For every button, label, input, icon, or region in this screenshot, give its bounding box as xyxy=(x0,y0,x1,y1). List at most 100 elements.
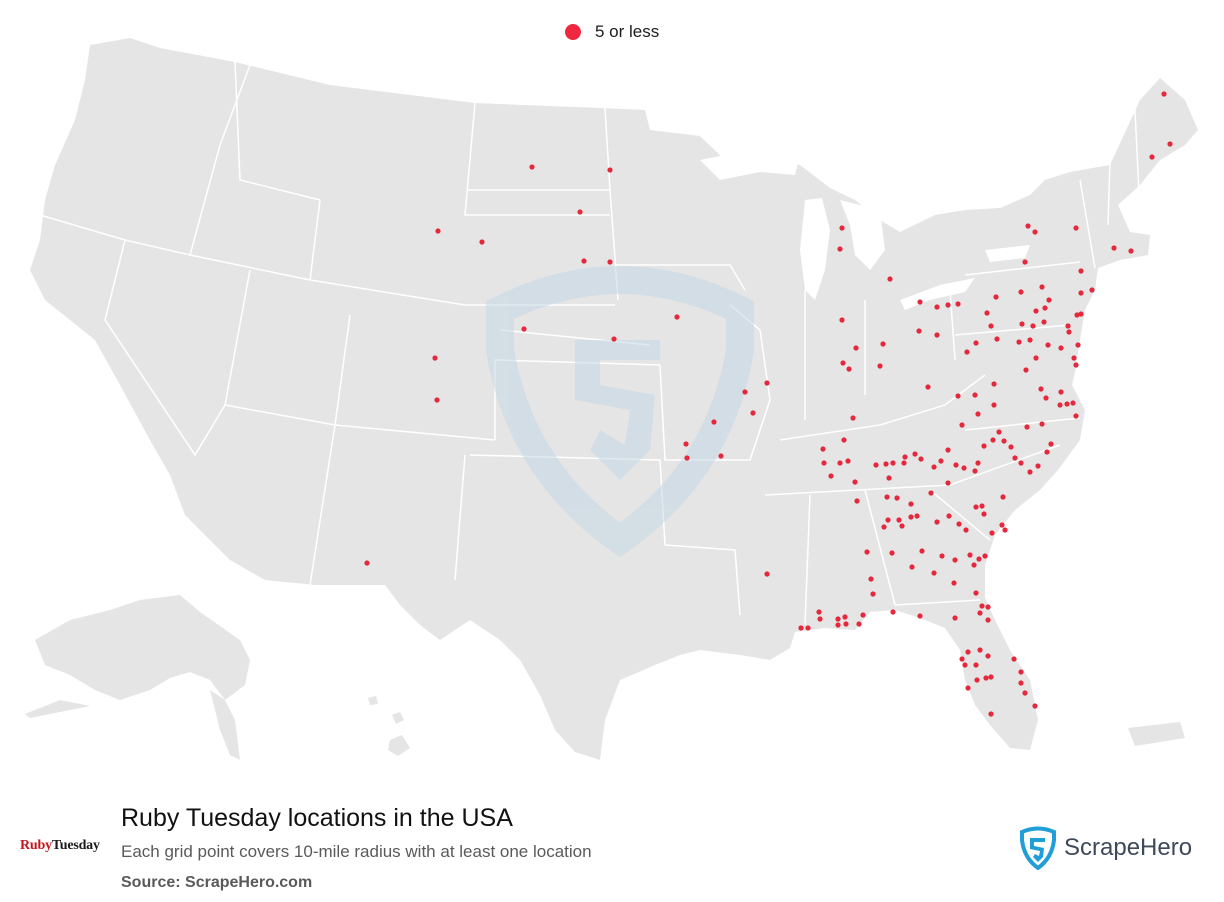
legend-label: 5 or less xyxy=(595,22,660,41)
location-point xyxy=(1045,342,1051,348)
location-point xyxy=(917,299,923,305)
location-point xyxy=(1024,424,1030,430)
location-point xyxy=(1012,455,1018,461)
location-point xyxy=(945,302,951,308)
location-point xyxy=(945,447,951,453)
location-point xyxy=(955,393,961,399)
location-point xyxy=(577,209,583,215)
border-id-mt xyxy=(234,61,321,201)
location-point xyxy=(934,304,940,310)
scrapehero-logo: ScrapeHero xyxy=(1018,826,1192,870)
ruby-tuesday-logo: RubyTuesday xyxy=(20,838,100,854)
scrapehero-logo-text: ScrapeHero xyxy=(1064,834,1193,861)
location-point xyxy=(963,527,969,533)
location-point xyxy=(928,490,934,496)
location-point xyxy=(967,552,973,558)
location-point xyxy=(1022,259,1028,265)
location-point xyxy=(845,458,851,464)
location-point xyxy=(821,460,827,466)
location-point xyxy=(607,167,613,173)
hawaii-maui xyxy=(392,712,404,724)
location-point xyxy=(1027,469,1033,475)
location-point xyxy=(842,614,848,620)
location-point xyxy=(916,328,922,334)
location-point xyxy=(925,384,931,390)
border-kentucky xyxy=(779,374,986,441)
location-point xyxy=(805,625,811,631)
location-point xyxy=(1030,323,1036,329)
location-point xyxy=(973,590,979,596)
location-point xyxy=(985,604,991,610)
puerto-rico xyxy=(1128,722,1185,746)
location-point xyxy=(974,677,980,683)
location-point xyxy=(1019,321,1025,327)
location-point xyxy=(364,560,370,566)
location-point xyxy=(853,345,859,351)
location-point xyxy=(1161,91,1167,97)
location-point xyxy=(854,498,860,504)
location-point xyxy=(1073,225,1079,231)
scrapehero-watermark xyxy=(486,266,754,558)
location-point xyxy=(972,392,978,398)
location-point xyxy=(1078,311,1084,317)
location-point xyxy=(764,571,770,577)
location-point xyxy=(1066,329,1072,335)
location-point xyxy=(946,513,952,519)
lake-ontario xyxy=(985,245,1030,262)
location-point xyxy=(828,473,834,479)
location-point xyxy=(1058,389,1064,395)
location-point xyxy=(856,621,862,627)
location-point xyxy=(1070,400,1076,406)
location-point xyxy=(890,460,896,466)
page-subtitle: Each grid point covers 10-mile radius wi… xyxy=(121,842,592,861)
location-point xyxy=(964,349,970,355)
location-point xyxy=(1073,362,1079,368)
location-point xyxy=(1039,284,1045,290)
location-point xyxy=(1043,395,1049,401)
location-point xyxy=(1033,308,1039,314)
location-point xyxy=(817,616,823,622)
location-point xyxy=(684,455,690,461)
location-point xyxy=(977,610,983,616)
location-point xyxy=(990,437,996,443)
location-point xyxy=(1032,703,1038,709)
location-point xyxy=(1044,449,1050,455)
location-point xyxy=(674,314,680,320)
border-dakotas-mn xyxy=(604,107,619,301)
location-point xyxy=(976,556,982,562)
location-point xyxy=(841,437,847,443)
location-point xyxy=(971,562,977,568)
location-point xyxy=(1033,355,1039,361)
location-point xyxy=(1064,401,1070,407)
location-point xyxy=(890,609,896,615)
location-point xyxy=(1089,287,1095,293)
location-point xyxy=(1048,441,1054,447)
location-point xyxy=(977,647,983,653)
location-point xyxy=(988,674,994,680)
location-point xyxy=(908,514,914,520)
hawaii-oahu xyxy=(368,696,378,705)
border-ga-fl xyxy=(894,599,981,606)
location-point xyxy=(979,603,985,609)
location-point xyxy=(988,323,994,329)
location-point xyxy=(1032,229,1038,235)
location-point xyxy=(1000,494,1006,500)
location-point xyxy=(962,662,968,668)
location-point xyxy=(1011,656,1017,662)
location-point xyxy=(951,580,957,586)
location-point xyxy=(894,495,900,501)
border-mn-ia-wi xyxy=(615,264,746,291)
page-title: Ruby Tuesday locations in the USA xyxy=(121,804,513,832)
location-point xyxy=(934,332,940,338)
border-oh-pa xyxy=(949,289,956,361)
border-nv-ut xyxy=(224,269,336,426)
location-point xyxy=(1058,345,1064,351)
location-point xyxy=(991,381,997,387)
location-point xyxy=(529,164,535,170)
border-or-id xyxy=(189,64,251,256)
location-point xyxy=(521,326,527,332)
border-ga-sc xyxy=(929,489,991,541)
location-point xyxy=(973,340,979,346)
location-point xyxy=(1078,290,1084,296)
location-point xyxy=(975,411,981,417)
